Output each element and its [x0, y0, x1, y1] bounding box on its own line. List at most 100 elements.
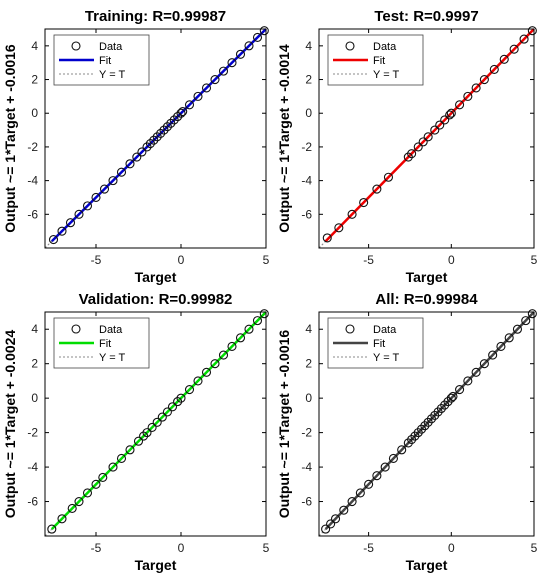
data-point — [326, 519, 336, 529]
y-tick-label: -6 — [27, 495, 38, 509]
legend-data-marker — [345, 324, 355, 334]
data-point — [210, 359, 220, 369]
data-point — [259, 26, 269, 36]
y-axis-label: Output ~= 1*Target + -0.0016 — [2, 44, 18, 233]
data-point — [512, 324, 523, 334]
data-point — [455, 384, 465, 395]
legend-data-marker — [71, 324, 81, 334]
data-point — [383, 172, 394, 182]
legend: Data Fit Y = T — [327, 317, 424, 369]
data-point — [157, 412, 167, 422]
y-tick-label: -2 — [27, 140, 38, 154]
x-tick-label: 5 — [263, 541, 270, 555]
data-point — [244, 41, 254, 51]
data-point — [418, 137, 428, 147]
panel-1: -5 0 5 -6 -4 -2 0 2 4 Test: R=0.9997 Target Output … — [276, 8, 538, 285]
data-point — [218, 66, 229, 76]
data-point — [57, 514, 67, 524]
data-point — [463, 91, 473, 101]
data-point — [145, 139, 155, 149]
data-point — [125, 159, 135, 169]
data-point — [166, 118, 176, 128]
y-tick-label: -6 — [301, 495, 312, 509]
legend-label-identity: Y = T — [373, 69, 399, 81]
x-axis-label: Target — [135, 557, 177, 573]
data-point — [116, 167, 127, 177]
data-point — [91, 479, 101, 489]
legend-label-identity: Y = T — [373, 352, 399, 364]
y-tick-label: -6 — [27, 207, 38, 221]
y-tick-label: -4 — [301, 460, 312, 474]
data-point — [132, 152, 142, 162]
legend-label-fit: Fit — [373, 338, 385, 350]
data-point — [488, 350, 498, 360]
chart-title: Training: R=0.99987 — [85, 8, 226, 25]
x-axis-label: Target — [406, 557, 448, 573]
fit-line — [324, 311, 535, 530]
y-tick-label: -4 — [301, 174, 312, 188]
data-point — [91, 192, 101, 203]
fit-line — [50, 28, 267, 243]
y-axis-label: Output ~= 1*Target + -0.0016 — [276, 330, 292, 519]
y-tick-label: 4 — [305, 322, 312, 336]
y-tick-label: 2 — [31, 357, 38, 371]
y-tick-label: 0 — [305, 106, 312, 120]
legend-label-fit: Fit — [373, 55, 385, 67]
data-point — [521, 316, 531, 326]
y-tick-label: 2 — [305, 357, 312, 371]
x-tick-label: 5 — [531, 253, 538, 267]
data-point — [74, 496, 84, 507]
data-point — [334, 223, 344, 233]
x-tick-label: -5 — [363, 541, 374, 555]
data-point — [471, 367, 481, 377]
y-tick-label: -2 — [301, 426, 312, 440]
data-point — [321, 524, 331, 534]
x-tick-label: 0 — [178, 541, 185, 555]
y-tick-label: 2 — [31, 73, 38, 87]
data-point — [407, 149, 417, 159]
y-tick-label: 0 — [31, 106, 38, 120]
x-tick-label: -5 — [91, 541, 102, 555]
data-point — [149, 135, 159, 145]
y-tick-label: -2 — [27, 426, 38, 440]
data-point — [471, 83, 481, 93]
data-point — [252, 32, 263, 42]
data-point — [227, 341, 237, 352]
data-point — [397, 445, 407, 455]
legend: Data Fit Y = T — [53, 34, 150, 86]
axes-frame — [44, 311, 267, 537]
data-point — [445, 110, 455, 120]
legend-data-marker — [345, 41, 355, 51]
data-point — [176, 108, 186, 118]
chart-title: Test: R=0.9997 — [374, 8, 478, 25]
data-point — [67, 503, 77, 513]
data-point — [82, 488, 93, 498]
data-point — [142, 142, 152, 152]
panel-2: -5 0 5 -6 -4 -2 0 2 4 Validation: R=0.99982 Target… — [2, 291, 270, 573]
y-tick-label: -6 — [301, 207, 312, 221]
data-point — [322, 233, 332, 243]
data-point — [82, 201, 93, 211]
data-point — [48, 235, 59, 245]
axes-frame — [318, 28, 535, 249]
data-point — [108, 176, 118, 186]
data-point — [193, 91, 203, 101]
x-tick-label: 0 — [448, 253, 455, 267]
data-point — [413, 142, 423, 152]
data-point — [210, 74, 220, 85]
data-point — [347, 209, 357, 219]
data-point — [403, 152, 413, 162]
data-point — [527, 26, 537, 36]
x-tick-label: 5 — [263, 253, 270, 267]
data-point — [519, 34, 529, 44]
data-point — [65, 218, 76, 228]
data-point — [347, 496, 357, 507]
data-point — [169, 115, 179, 125]
data-point — [178, 106, 188, 117]
data-point — [137, 147, 147, 157]
data-point — [99, 184, 110, 194]
y-tick-label: 4 — [31, 322, 38, 336]
data-point — [259, 309, 269, 319]
data-point — [479, 74, 489, 85]
y-tick-label: -4 — [27, 460, 38, 474]
